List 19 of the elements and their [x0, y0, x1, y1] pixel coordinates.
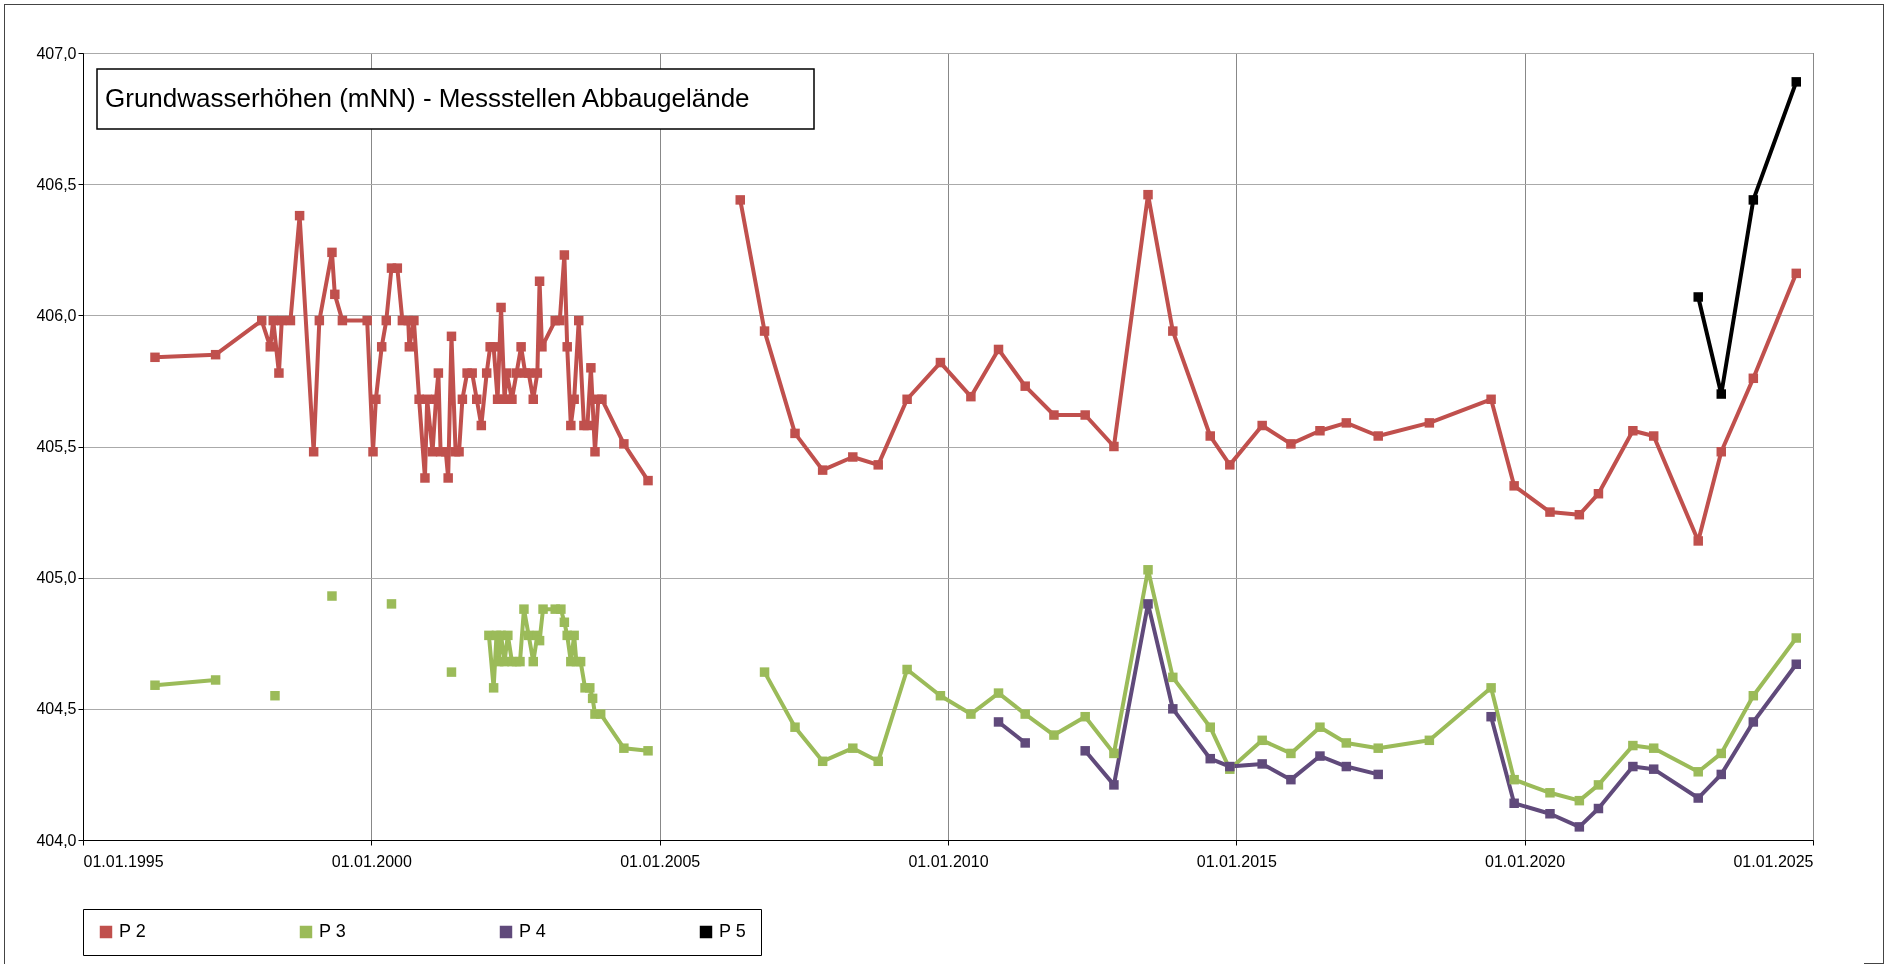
x-tick-label: 01.01.2015	[1196, 852, 1277, 870]
x-tick-label: 01.01.2010	[908, 852, 989, 870]
text: Grundwasserhöhen (mNN) - Messstellen Abbaugelände	[105, 83, 750, 113]
y-tick-label: 407,0	[36, 44, 77, 62]
y-tick-label: 405,5	[36, 438, 77, 455]
x-tick-label: 01.01.2005	[620, 852, 701, 870]
legend-label: P 4	[519, 921, 546, 941]
y-tick-label: 404,0	[36, 831, 77, 849]
legend-label: P 2	[119, 921, 146, 941]
y-tick-label: 404,5	[36, 700, 77, 718]
x-tick-label: 01.01.2000	[331, 852, 412, 870]
x-tick-label: 01.01.1995	[83, 852, 164, 870]
y-tick-label: 406,0	[36, 306, 77, 324]
legend-label: P 3	[319, 921, 346, 941]
x-tick-label: 01.01.2020	[1485, 852, 1566, 870]
y-tick-label: 406,5	[36, 175, 77, 193]
y-tick-label: 405,0	[36, 569, 77, 587]
legend-label: P 5	[719, 921, 746, 941]
x-tick-label: 01.01.2025	[1733, 852, 1814, 870]
